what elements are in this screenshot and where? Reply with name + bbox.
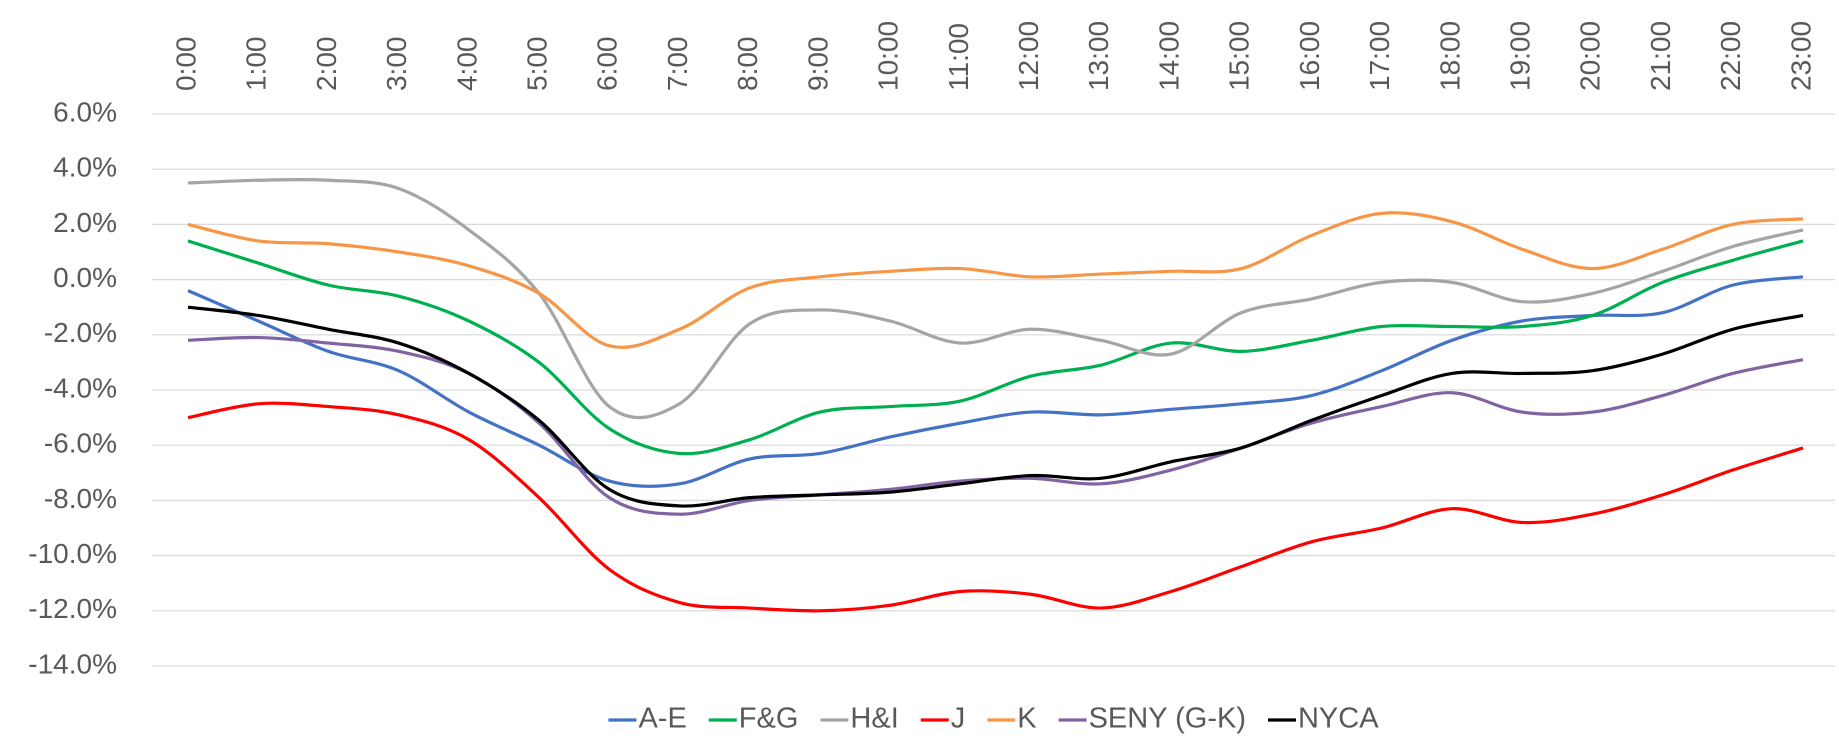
legend-label: NYCA <box>1298 703 1379 735</box>
series-line <box>187 275 1804 488</box>
y-tick-label: 4.0% <box>53 152 117 183</box>
series-line <box>187 177 1804 420</box>
series-line <box>187 401 1804 613</box>
legend-label: A-E <box>638 703 686 735</box>
x-tick-label: 21:00 <box>1645 21 1676 91</box>
x-tick-label: 2:00 <box>311 37 342 92</box>
series-line <box>187 305 1804 508</box>
y-tick-label: -10.0% <box>28 538 117 569</box>
legend: A-E F&G H&I J K SENY (G-K) NYCA <box>608 703 1379 735</box>
x-tick-label: 14:00 <box>1153 21 1184 91</box>
y-tick-label: -6.0% <box>44 428 117 459</box>
y-tick-label: 2.0% <box>53 207 117 238</box>
x-tick-label: 19:00 <box>1505 21 1536 91</box>
y-tick-label: -8.0% <box>44 483 117 514</box>
legend-label: K <box>1017 703 1037 735</box>
y-tick-label: -14.0% <box>28 648 117 679</box>
x-tick-label: 18:00 <box>1434 21 1465 91</box>
y-tick-label: 0.0% <box>53 262 117 293</box>
x-tick-label: 15:00 <box>1224 21 1255 91</box>
legend-label: J <box>951 703 966 735</box>
x-tick-label: 20:00 <box>1575 21 1606 91</box>
x-tick-label: 12:00 <box>1013 21 1044 91</box>
y-tick-label: -2.0% <box>44 317 117 348</box>
series-line <box>187 211 1804 349</box>
series-line <box>187 335 1804 516</box>
x-tick-label: 22:00 <box>1715 21 1746 91</box>
x-tick-label: 1:00 <box>241 37 272 92</box>
x-tick-label: 4:00 <box>451 37 482 92</box>
x-tick-label: 13:00 <box>1083 21 1114 91</box>
legend-label: H&I <box>850 703 898 735</box>
x-tick-label: 0:00 <box>170 37 201 92</box>
x-tick-label: 11:00 <box>943 23 974 91</box>
y-tick-label: -12.0% <box>28 593 117 624</box>
x-tick-label: 17:00 <box>1364 21 1395 91</box>
series-line <box>187 239 1804 456</box>
x-tick-label: 8:00 <box>732 37 763 92</box>
y-tick-label: -4.0% <box>44 372 117 403</box>
x-tick-label: 3:00 <box>381 37 412 92</box>
x-tick-label: 7:00 <box>662 37 693 92</box>
x-tick-label: 6:00 <box>592 37 623 92</box>
y-tick-label: 6.0% <box>53 96 117 127</box>
x-tick-label: 16:00 <box>1294 21 1325 91</box>
x-tick-label: 9:00 <box>802 37 833 92</box>
legend-label: F&G <box>739 703 799 735</box>
x-tick-label: 23:00 <box>1785 21 1816 91</box>
x-tick-label: 5:00 <box>521 37 552 92</box>
legend-label: SENY (G-K) <box>1089 703 1246 735</box>
x-tick-label: 10:00 <box>873 21 904 91</box>
